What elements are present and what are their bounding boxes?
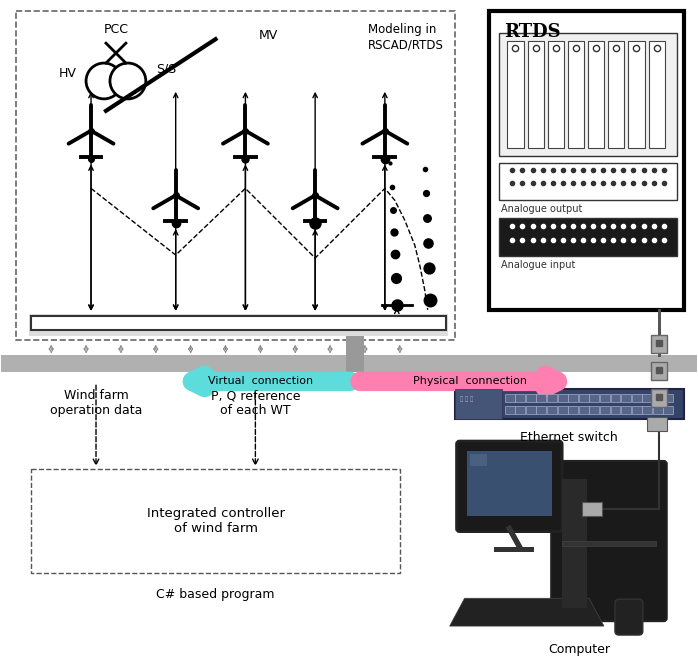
Text: 品 品 品: 品 品 品 — [459, 397, 473, 402]
Bar — [588, 41, 604, 147]
Bar — [600, 407, 610, 414]
Bar — [526, 395, 536, 403]
Bar — [505, 395, 514, 403]
Bar — [663, 407, 674, 414]
FancyBboxPatch shape — [551, 461, 667, 621]
Bar — [31, 316, 445, 330]
Bar — [562, 479, 587, 608]
Text: HV: HV — [59, 67, 77, 79]
Bar — [470, 454, 487, 466]
Bar — [489, 11, 683, 310]
Bar — [621, 395, 631, 403]
Bar — [582, 502, 602, 516]
Text: Computer: Computer — [548, 643, 610, 656]
Bar — [346, 336, 364, 372]
Bar — [454, 389, 503, 419]
Bar — [611, 395, 621, 403]
Bar — [579, 407, 588, 414]
Text: Modeling in
RSCAD/RTDS: Modeling in RSCAD/RTDS — [368, 23, 444, 52]
Bar — [558, 407, 567, 414]
Bar — [547, 395, 557, 403]
Bar — [558, 395, 567, 403]
Bar — [579, 395, 588, 403]
Text: P, Q reference
of each WT: P, Q reference of each WT — [211, 389, 300, 417]
Bar — [454, 389, 683, 419]
Bar — [548, 41, 564, 147]
Bar — [31, 469, 400, 573]
Bar — [29, 314, 447, 336]
Text: C# based program: C# based program — [156, 588, 275, 602]
Bar — [507, 41, 524, 147]
Text: Wind farm
operation data: Wind farm operation data — [50, 389, 142, 417]
Bar — [515, 407, 525, 414]
Bar — [663, 395, 674, 403]
Text: Ethernet switch: Ethernet switch — [520, 431, 618, 444]
Bar — [16, 11, 454, 340]
Bar — [653, 395, 663, 403]
Bar — [608, 41, 625, 147]
Bar — [466, 451, 552, 516]
Bar — [621, 407, 631, 414]
Text: MV: MV — [258, 29, 278, 42]
Bar — [562, 541, 656, 545]
Bar — [537, 407, 547, 414]
Bar — [528, 41, 544, 147]
Bar — [642, 395, 652, 403]
Bar — [600, 395, 610, 403]
Text: S/S: S/S — [156, 63, 176, 75]
Bar — [648, 41, 664, 147]
Circle shape — [110, 63, 146, 99]
Text: RTDS: RTDS — [505, 23, 561, 41]
Text: Virtual  connection: Virtual connection — [208, 376, 313, 387]
Bar — [589, 407, 600, 414]
Bar — [505, 407, 514, 414]
FancyBboxPatch shape — [615, 600, 643, 635]
Bar — [628, 41, 644, 147]
Bar — [537, 395, 547, 403]
Bar — [651, 334, 667, 352]
Polygon shape — [450, 598, 604, 626]
Bar — [589, 395, 600, 403]
Bar — [1, 354, 697, 372]
Text: PCC: PCC — [103, 23, 128, 36]
Bar — [499, 33, 676, 155]
Bar — [632, 407, 641, 414]
Text: Analogue input: Analogue input — [501, 260, 576, 270]
Bar — [499, 163, 676, 200]
Bar — [494, 547, 534, 553]
Bar — [642, 407, 652, 414]
Bar — [568, 407, 578, 414]
Bar — [651, 362, 667, 380]
Bar — [611, 407, 621, 414]
Bar — [547, 407, 557, 414]
Bar — [568, 395, 578, 403]
Bar — [653, 407, 663, 414]
Bar — [526, 407, 536, 414]
Bar — [647, 417, 667, 431]
Bar — [632, 395, 641, 403]
Bar — [515, 395, 525, 403]
Bar — [651, 389, 667, 407]
Bar — [568, 41, 584, 147]
Bar — [499, 218, 676, 256]
Text: Integrated controller
of wind farm: Integrated controller of wind farm — [147, 507, 285, 535]
Text: Physical  connection: Physical connection — [413, 376, 526, 387]
Text: Analogue output: Analogue output — [501, 204, 583, 214]
Circle shape — [86, 63, 122, 99]
FancyBboxPatch shape — [456, 441, 562, 531]
